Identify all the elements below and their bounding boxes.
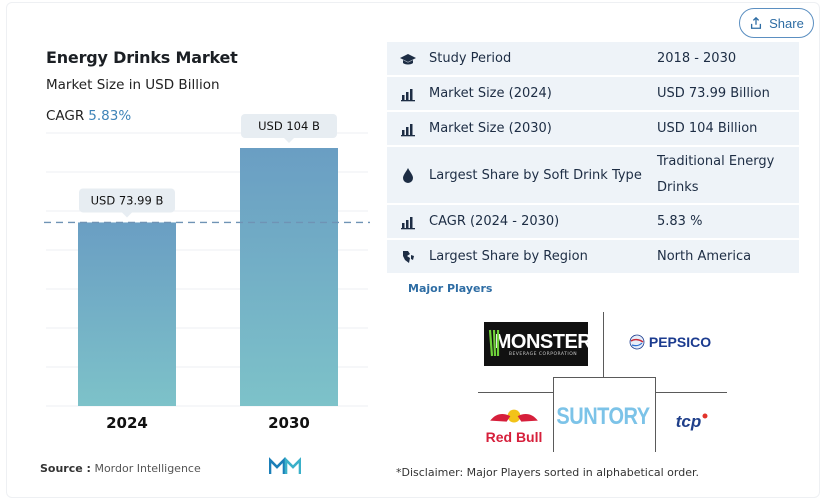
info-value: Traditional Energy Drinks [657,154,775,195]
tcp-mark-icon [702,413,708,419]
source-value: Mordor Intelligence [94,462,201,475]
info-value: 2018 - 2030 [657,50,737,66]
info-value: USD 104 Billion [657,120,758,136]
bar-chart-icon [387,121,429,137]
drop-icon [387,167,429,183]
pepsico-logo: PEPSICO [620,330,720,354]
mordor-logo-icon [269,457,301,474]
info-row-largest-share-type: Largest Share by Soft Drink Type Traditi… [387,147,799,205]
info-label: Market Size (2030) [429,121,552,136]
tcp-name: tcp [675,412,702,431]
grid-divider [478,392,553,393]
suntory-name: SUNTORY [556,403,650,430]
graduation-cap-icon [387,51,429,67]
data-label-pointer [122,212,132,218]
info-row-cagr: CAGR (2024 - 2030) 5.83 % [387,205,799,240]
grid-divider [553,377,554,452]
info-label: Largest Share by Region [429,249,588,264]
info-label: CAGR (2024 - 2030) [429,214,560,229]
info-row-market-size-2030: Market Size (2030) USD 104 Billion [387,112,799,147]
data-label-text: USD 73.99 B [91,193,164,207]
cagr-label: CAGR [46,108,85,124]
grid-divider [655,377,656,452]
chart-title: Energy Drinks Market [46,48,238,67]
bar [78,222,176,406]
info-table: Study Period 2018 - 2030 Market Size (20… [387,42,799,275]
share-label: Share [769,15,804,31]
info-label: Study Period [429,51,512,66]
major-players-title: Major Players [408,282,493,295]
source-label: Source : [40,462,91,475]
cagr-line: CAGR 5.83% [46,108,131,124]
data-label-text: USD 104 B [258,119,320,133]
pepsico-name: PEPSICO [648,334,712,350]
globe-region-icon [387,249,429,265]
bar-chart-icon [387,86,429,102]
x-tick-label: 2030 [268,414,310,432]
data-label-pointer [284,138,294,143]
x-tick-label: 2024 [106,414,148,432]
redbull-logo: Red Bull [484,404,544,446]
grid-divider [655,392,727,393]
grid-divider [603,312,604,377]
info-value: USD 73.99 Billion [657,85,770,101]
data-label: USD 73.99 B [79,188,175,218]
bar-chart-icon [387,214,429,230]
info-value: 5.83 % [657,213,703,229]
data-label-bg [79,188,175,213]
tcp-logo: tcp [672,410,712,434]
source-line: Source : Mordor Intelligence [40,462,201,475]
info-label: Market Size (2024) [429,86,552,101]
disclaimer-text: *Disclaimer: Major Players sorted in alp… [396,466,700,479]
suntory-logo: SUNTORY [556,402,650,432]
info-value: North America [657,248,752,264]
cagr-value: 5.83% [88,108,132,124]
redbull-bulls-icon [490,409,538,423]
bar [240,148,338,406]
monster-name: MONSTER [494,330,592,353]
monster-logo: MONSTER BEVERAGE CORPORATION [484,322,592,366]
redbull-name: Red Bull [485,429,543,445]
grid-divider [553,377,655,378]
chart-subtitle: Market Size in USD Billion [46,77,220,93]
share-button[interactable]: Share [739,8,814,38]
bar-chart: 2024 USD 73.99 B 2030 USD 104 B [44,114,370,432]
data-label: USD 104 B [241,114,337,143]
monster-sub: BEVERAGE CORPORATION [508,351,578,357]
monster-claw-icon [488,328,502,358]
share-icon [751,16,762,29]
pepsico-globe-icon [629,334,645,350]
info-row-market-size-2024: Market Size (2024) USD 73.99 Billion [387,77,799,112]
info-row-study-period: Study Period 2018 - 2030 [387,42,799,77]
data-label-bg [241,114,337,138]
info-label: Largest Share by Soft Drink Type [429,167,642,183]
info-row-largest-share-region: Largest Share by Region North America [387,240,799,275]
